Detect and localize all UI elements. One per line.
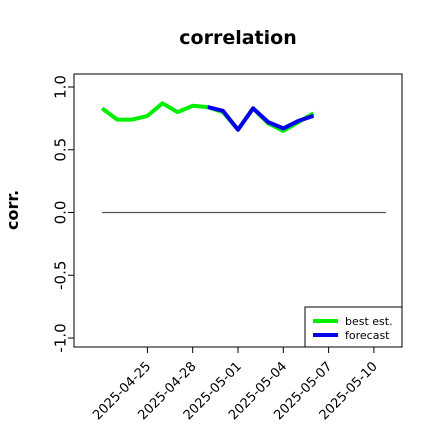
- series-line-forecast: [207, 105, 315, 132]
- x-axis: 2025-04-252025-04-282025-05-012025-05-04…: [90, 347, 381, 423]
- y-tick-label: 0.0: [51, 201, 69, 225]
- y-axis-label: corr.: [3, 190, 22, 230]
- y-tick-label: -1.0: [51, 323, 69, 352]
- plot-frame: [73, 73, 403, 348]
- legend-label-forecast: forecast: [345, 329, 390, 342]
- y-axis: -1.0 -0.5 0.0 0.5 1.0: [51, 75, 74, 353]
- y-tick-label: 1.0: [51, 75, 69, 99]
- legend-box: [304, 306, 403, 348]
- series-layer: [100, 101, 315, 133]
- legend: best est. forecast: [304, 306, 403, 348]
- y-tick-label: 0.5: [51, 138, 69, 162]
- chart-title: correlation: [179, 27, 296, 49]
- y-tick-label: -0.5: [51, 261, 69, 290]
- legend-label-best-est: best est.: [345, 315, 393, 328]
